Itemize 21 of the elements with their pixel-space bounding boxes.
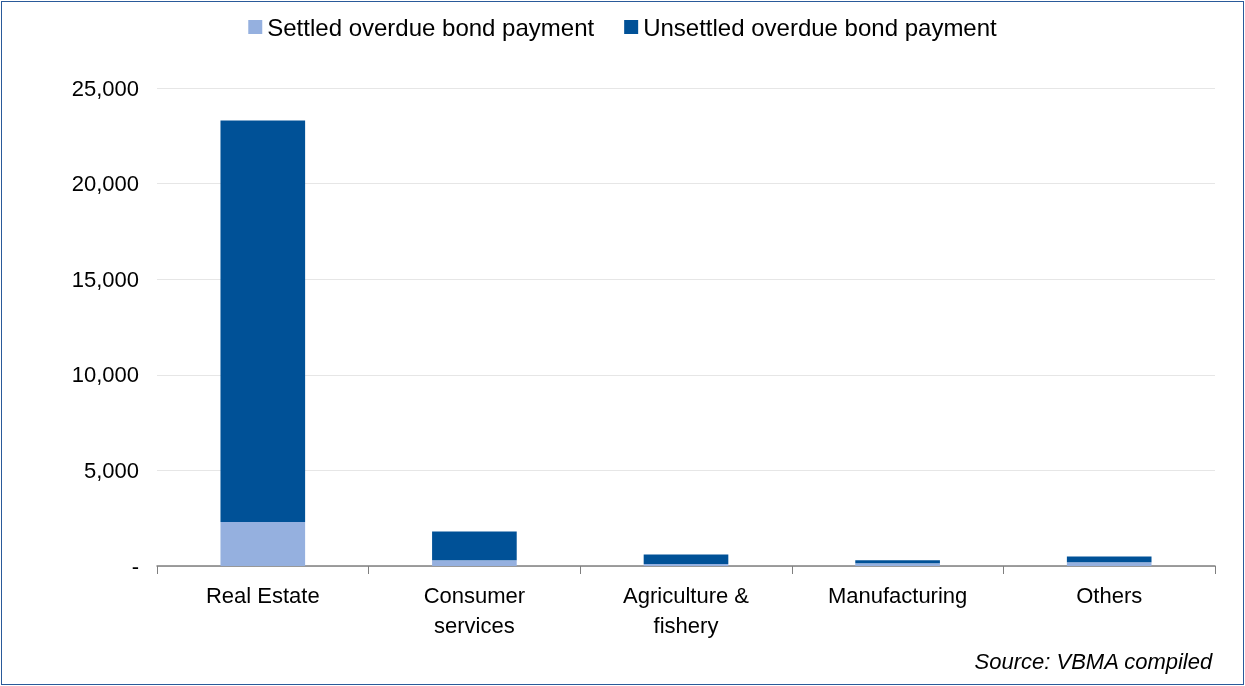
x-tick-label: Consumer services xyxy=(423,582,526,638)
y-tick-label: 25,000 xyxy=(71,75,139,101)
y-tick-label: 10,000 xyxy=(71,362,139,388)
legend-label: Settled overdue bond payment xyxy=(267,13,595,41)
legend-label: Unsettled overdue bond payment xyxy=(643,13,998,41)
x-tick-label: Real Estate xyxy=(205,582,320,608)
bar xyxy=(432,560,517,566)
x-tick-label: Agriculture & fishery xyxy=(623,582,750,638)
source-note: Source: VBMA compiled xyxy=(974,648,1213,674)
y-tick-label: 5,000 xyxy=(83,457,139,483)
y-tick-label: 20,000 xyxy=(71,171,139,197)
bar xyxy=(220,522,306,566)
bar xyxy=(1066,556,1152,563)
x-tick-label: Manufacturing xyxy=(827,582,968,608)
bar xyxy=(1066,562,1152,566)
bar xyxy=(643,554,729,565)
y-tick-label: - xyxy=(131,553,139,579)
x-tick-label: Others xyxy=(1076,582,1143,608)
bar xyxy=(220,120,306,523)
y-tick-label: 15,000 xyxy=(71,266,139,292)
bar xyxy=(432,531,517,561)
